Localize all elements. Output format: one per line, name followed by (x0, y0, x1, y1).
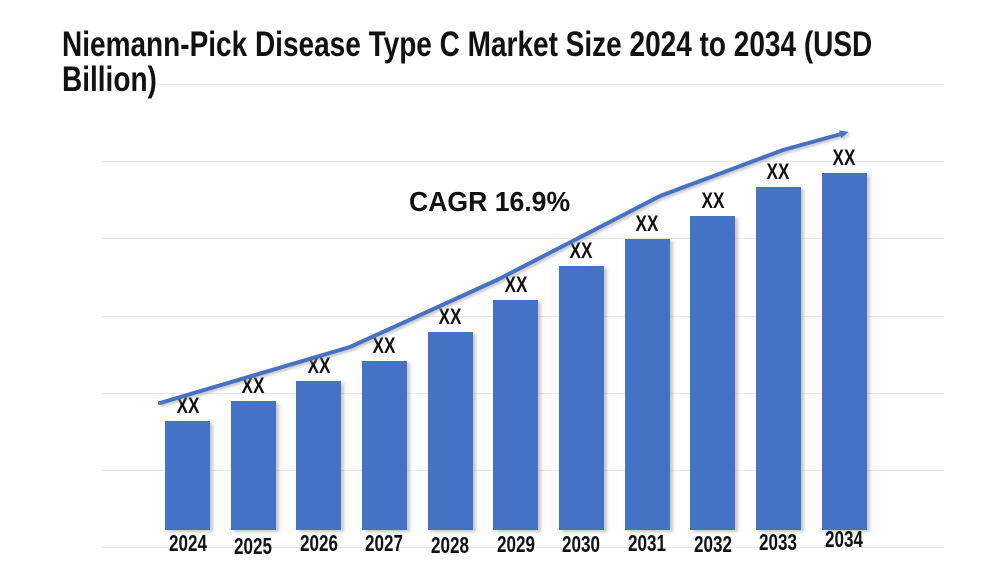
bar-2032 (690, 215, 736, 530)
x-axis-label-2025: 2025 (234, 533, 273, 559)
bar-2025 (230, 401, 276, 530)
x-axis-label-2028: 2028 (431, 532, 470, 558)
bar-2028 (427, 331, 473, 530)
bar-value-label-2028: XX (438, 303, 462, 329)
bar-value-label-2032: XX (701, 187, 725, 213)
gridline (102, 84, 944, 85)
bar-value-label-2027: XX (372, 333, 396, 359)
x-axis-label-2032: 2032 (693, 531, 732, 557)
x-axis-label-2027: 2027 (365, 530, 404, 556)
x-axis-label-2030: 2030 (562, 531, 601, 557)
bar-value-label-2033: XX (766, 158, 790, 184)
bar-value-label-2030: XX (569, 237, 593, 263)
bar-2030 (558, 265, 604, 530)
bar-2027 (361, 361, 407, 530)
gridline (102, 161, 944, 163)
bar-value-label-2031: XX (635, 210, 659, 236)
x-axis-label-2024: 2024 (168, 530, 207, 556)
bar-value-label-2026: XX (307, 353, 331, 379)
chart-title: Niemann-Pick Disease Type C Market Size … (62, 25, 873, 99)
bar-2029 (493, 299, 539, 530)
bar-2031 (624, 238, 670, 530)
chart-title-line-1: Niemann-Pick Disease Type C Market Size … (62, 25, 873, 64)
x-axis-label-2026: 2026 (299, 530, 338, 556)
bar-value-label-2034: XX (832, 145, 856, 170)
gridline (102, 547, 944, 548)
bar-value-label-2025: XX (241, 373, 265, 399)
cagr-annotation: CAGR 16.9% (409, 186, 571, 217)
bar-2026 (296, 381, 342, 530)
x-axis-label-2031: 2031 (628, 530, 666, 556)
x-axis-label-2033: 2033 (759, 529, 798, 555)
x-axis-label-2029: 2029 (496, 531, 535, 557)
bar-2034 (821, 173, 867, 530)
x-axis-label-2034: 2034 (825, 526, 863, 552)
bar-2033 (755, 186, 801, 530)
gridline (102, 238, 944, 240)
bar-value-label-2024: XX (176, 393, 199, 419)
bar-value-label-2029: XX (504, 271, 528, 297)
chart-title-line-2: Billion) (62, 60, 157, 99)
bar-2024 (165, 421, 210, 530)
